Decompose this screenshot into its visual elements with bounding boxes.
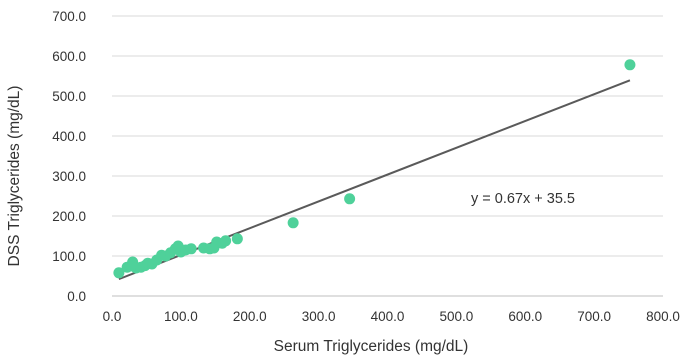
y-axis-ticks: 0.0 100.0 200.0 300.0 400.0 500.0 600.0 700.0 [52,9,86,304]
y-tick-label: 400.0 [52,129,86,144]
x-tick-label: 400.0 [371,309,405,324]
data-point [113,267,125,279]
x-axis-title: Serum Triglycerides (mg/dL) [274,338,469,355]
data-points [113,59,636,279]
y-tick-label: 300.0 [52,169,86,184]
x-tick-label: 800.0 [646,309,680,324]
x-axis-ticks: 0.0 100.0 200.0 300.0 400.0 500.0 600.0 700.0 80… [103,309,680,324]
data-point [231,233,243,245]
y-axis-title: DSS Triglycerides (mg/dL) [6,86,23,267]
data-point [185,243,197,255]
x-tick-label: 600.0 [508,309,542,324]
y-tick-label: 200.0 [52,209,86,224]
data-point [624,59,636,71]
y-tick-label: 700.0 [52,9,86,24]
x-tick-label: 500.0 [439,309,473,324]
y-tick-label: 500.0 [52,89,86,104]
grid-lines [112,15,663,297]
data-point [287,217,299,229]
y-tick-label: 600.0 [52,49,86,64]
x-tick-label: 700.0 [577,309,611,324]
data-point [344,193,356,205]
y-tick-label: 100.0 [52,249,86,264]
data-point [220,235,232,247]
x-tick-label: 200.0 [233,309,267,324]
x-tick-label: 300.0 [302,309,336,324]
trendline-equation: y = 0.67x + 35.5 [471,191,575,207]
x-tick-label: 0.0 [103,309,122,324]
x-tick-label: 100.0 [164,309,198,324]
y-tick-label: 0.0 [67,289,86,304]
